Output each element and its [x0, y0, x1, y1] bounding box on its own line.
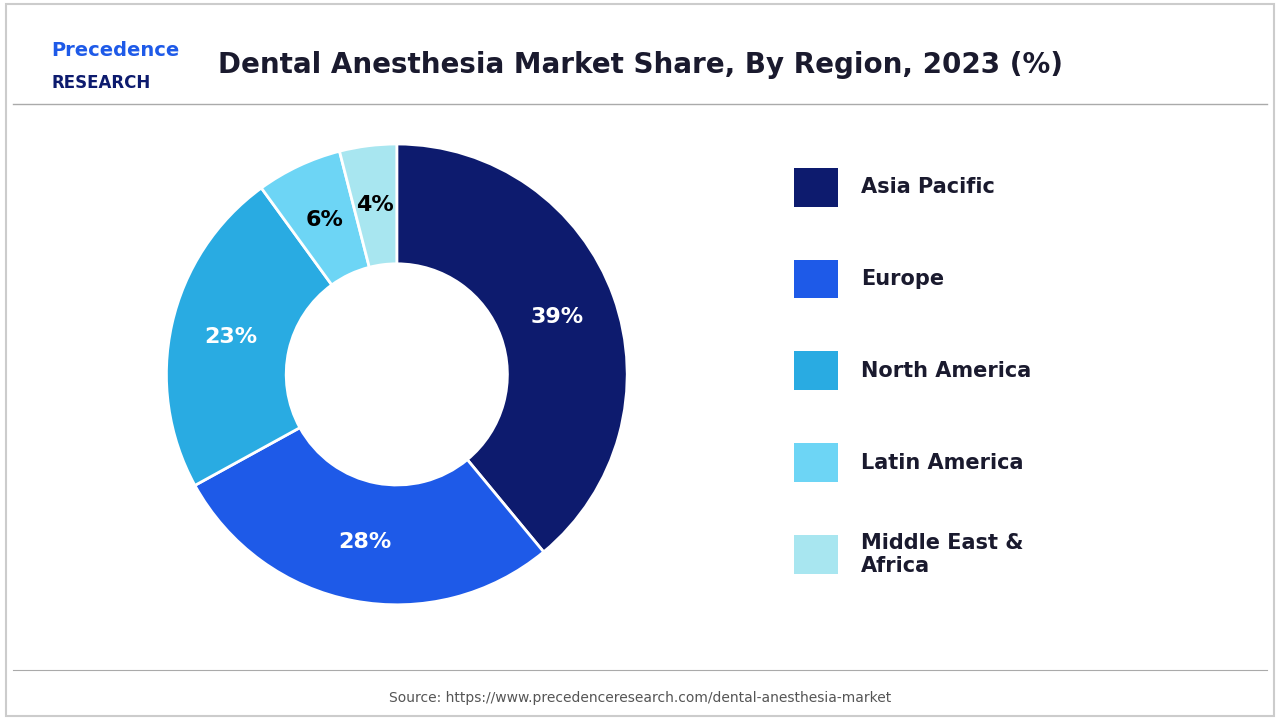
Text: RESEARCH: RESEARCH — [51, 73, 151, 91]
Text: Precedence: Precedence — [51, 41, 179, 60]
FancyBboxPatch shape — [794, 260, 838, 298]
Text: 23%: 23% — [204, 327, 257, 347]
Wedge shape — [166, 188, 332, 485]
Text: Middle East &
Africa: Middle East & Africa — [860, 533, 1023, 576]
FancyBboxPatch shape — [794, 351, 838, 390]
FancyBboxPatch shape — [794, 443, 838, 482]
Wedge shape — [195, 428, 544, 605]
FancyBboxPatch shape — [794, 535, 838, 574]
Text: 39%: 39% — [531, 307, 584, 327]
Text: North America: North America — [860, 361, 1032, 381]
Text: 28%: 28% — [338, 532, 392, 552]
Text: 6%: 6% — [305, 210, 343, 230]
Text: Dental Anesthesia Market Share, By Region, 2023 (%): Dental Anesthesia Market Share, By Regio… — [218, 51, 1062, 78]
Text: Asia Pacific: Asia Pacific — [860, 177, 995, 197]
Text: 4%: 4% — [357, 195, 394, 215]
Wedge shape — [261, 151, 370, 285]
Text: Latin America: Latin America — [860, 453, 1023, 472]
Text: Europe: Europe — [860, 269, 943, 289]
Wedge shape — [339, 144, 397, 267]
Text: Source: https://www.precedenceresearch.com/dental-anesthesia-market: Source: https://www.precedenceresearch.c… — [389, 691, 891, 706]
Wedge shape — [397, 144, 627, 552]
FancyBboxPatch shape — [794, 168, 838, 207]
